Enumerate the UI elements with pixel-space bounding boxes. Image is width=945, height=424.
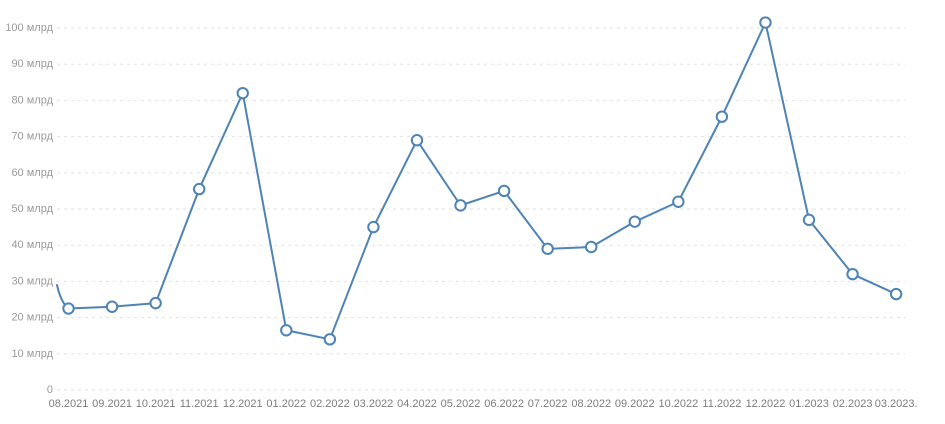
data-point[interactable] <box>497 184 511 198</box>
y-axis-label: 90 млрд <box>11 58 53 70</box>
y-axis-label: 40 млрд <box>11 239 53 251</box>
x-axis-label: 01.2022 <box>266 398 306 410</box>
x-axis-label: 03.2022 <box>354 398 394 410</box>
data-point[interactable] <box>105 300 119 313</box>
data-point[interactable] <box>236 86 249 100</box>
x-axis-label: 08.2021 <box>49 398 89 410</box>
data-point[interactable] <box>454 199 467 212</box>
x-axis-label: 01.2023 <box>789 398 829 410</box>
data-point[interactable] <box>889 287 903 301</box>
data-point[interactable] <box>410 134 424 147</box>
data-point[interactable] <box>802 213 816 227</box>
data-point[interactable] <box>367 220 380 234</box>
x-axis-label: 09.2022 <box>615 398 655 410</box>
data-point[interactable] <box>541 242 554 256</box>
x-axis-label: 04.2022 <box>397 398 437 410</box>
y-axis-label: 50 млрд <box>11 203 53 215</box>
x-axis-label: 09.2021 <box>92 398 132 410</box>
data-point[interactable] <box>62 302 75 315</box>
y-axis-label: 100 млрд <box>5 22 53 34</box>
x-axis-label: 07.2022 <box>528 398 568 410</box>
x-axis-label: 05.2022 <box>441 398 481 410</box>
x-axis-label: 12.2021 <box>223 398 263 410</box>
x-axis-label: 02.2023 <box>833 398 873 410</box>
x-axis-label: 02.2022 <box>310 398 350 410</box>
y-axis-label: 20 млрд <box>11 312 53 324</box>
y-axis-label: 60 млрд <box>11 167 53 179</box>
y-axis-label: 70 млрд <box>11 131 53 143</box>
x-axis-label: 03.2023. <box>875 398 918 410</box>
x-axis-label: 10.2021 <box>136 398 176 410</box>
x-axis-label: 10.2022 <box>658 398 698 410</box>
y-axis-label: 80 млрд <box>11 94 53 106</box>
data-point[interactable] <box>323 333 337 346</box>
x-axis-label: 08.2022 <box>571 398 611 410</box>
x-axis-label: 11.2022 <box>702 398 741 410</box>
data-point[interactable] <box>585 240 598 254</box>
data-point[interactable] <box>192 182 206 196</box>
data-point[interactable] <box>149 296 162 310</box>
data-point[interactable] <box>846 267 859 281</box>
x-axis-label: 12.2022 <box>746 398 786 410</box>
y-axis-label: 10 млрд <box>11 348 53 360</box>
x-axis-label: 11.2021 <box>180 398 219 410</box>
y-axis-label: 30 млрд <box>11 275 53 287</box>
y-axis-label: 0 <box>47 384 53 396</box>
data-point[interactable] <box>280 324 293 337</box>
data-point[interactable] <box>628 215 641 228</box>
data-point[interactable] <box>715 110 729 123</box>
data-point[interactable] <box>672 195 685 208</box>
series-line <box>56 21 898 341</box>
data-point[interactable] <box>759 16 772 29</box>
x-axis-label: 06.2022 <box>484 398 524 410</box>
